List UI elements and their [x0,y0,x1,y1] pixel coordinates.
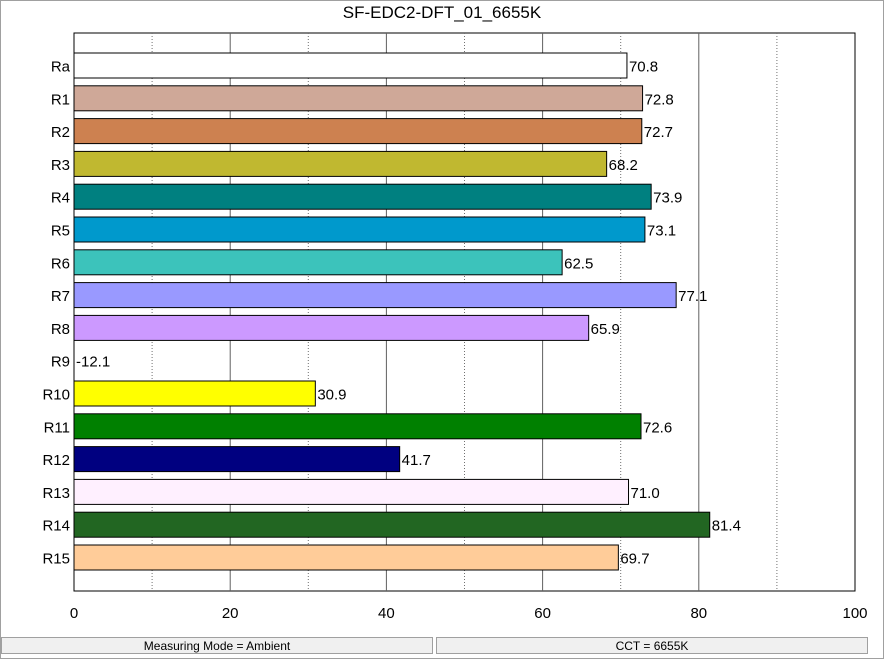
chart-title: SF-EDC2-DFT_01_6655K [342,3,542,22]
data-label: 70.8 [629,59,658,76]
data-label: 72.7 [644,124,673,141]
bar [73,511,711,538]
x-tick-label: 60 [534,605,551,622]
category-label: R3 [51,157,70,174]
bar [73,183,652,210]
category-label: R10 [42,387,70,404]
x-tick-label: 0 [70,605,78,622]
x-tick-label: 100 [842,605,867,622]
data-label: 41.7 [402,452,431,469]
x-tick-label: 80 [690,605,707,622]
category-label: R14 [42,518,70,535]
bar [73,249,563,276]
data-label: 72.8 [645,91,674,108]
bar [73,314,590,341]
data-label: 62.5 [564,255,593,272]
category-label: R1 [51,91,70,108]
data-label: 81.4 [712,518,741,535]
bar-chart: 0 20 40 60 80 100 Ra 70.8 R1 72.8 R2 72.7 R3 68.2 R4 73… [42,32,868,622]
data-label: 65.9 [591,321,620,338]
bar [73,478,630,505]
category-label: R13 [42,485,70,502]
data-label: 73.9 [653,190,682,207]
bar [73,544,619,571]
category-label: R6 [51,255,70,272]
bar [73,380,316,407]
status-measuring-mode: Measuring Mode = Ambient [1,637,433,654]
bar [73,52,628,79]
category-label: R2 [51,124,70,141]
category-label: R8 [51,321,70,338]
bar [73,118,643,145]
bar [73,216,646,243]
category-label: R15 [42,551,70,568]
data-label: 69.7 [620,551,649,568]
data-label: 72.6 [643,419,672,436]
bar [73,150,608,177]
data-label: 73.1 [647,223,676,240]
category-label: Ra [51,59,71,76]
bar [73,446,401,473]
data-label: 68.2 [609,157,638,174]
x-tick-label: 40 [378,605,395,622]
category-label: R11 [44,419,70,436]
category-label: R12 [42,452,70,469]
bar [73,85,644,112]
category-label: R9 [51,354,70,371]
bar [73,282,677,309]
data-label: 77.1 [678,288,707,305]
data-label: -12.1 [76,354,110,371]
data-label: 30.9 [317,387,346,404]
category-label: R4 [51,190,70,207]
data-label: 71.0 [631,485,660,502]
x-tick-label: 20 [222,605,239,622]
status-cct: CCT = 6655K [436,637,868,654]
category-label: R7 [51,288,70,305]
category-label: R5 [51,223,70,240]
bar [73,413,642,440]
